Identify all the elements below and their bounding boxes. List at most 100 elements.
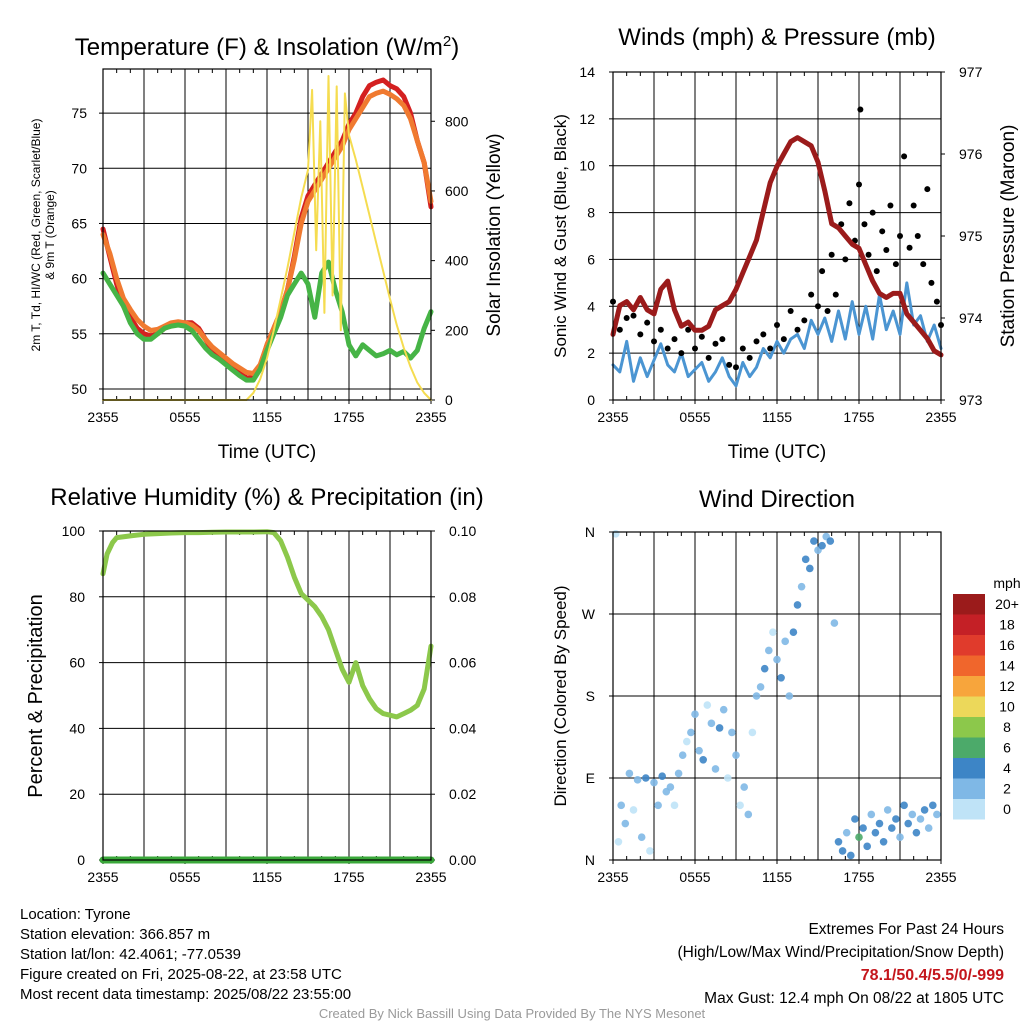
colorbar: mph 20+ 18 16 14 12 10 8 6 4 2 0 bbox=[953, 575, 1021, 820]
series-td bbox=[100, 259, 434, 383]
direction-point bbox=[752, 692, 761, 700]
y-tick-label: 14 bbox=[579, 64, 595, 80]
colorbar-swatch bbox=[953, 737, 985, 758]
direction-point bbox=[781, 637, 789, 646]
y-tick-label: 70 bbox=[71, 160, 87, 176]
gust-point bbox=[753, 338, 760, 345]
chart-1: 2355 0555 1155 1755 2355 Temperature (F) & In… bbox=[29, 33, 505, 463]
x-tick-label: 0555 bbox=[679, 869, 710, 885]
direction-point bbox=[863, 842, 871, 851]
colorbar-swatch bbox=[953, 614, 985, 635]
colorbar-label: 0 bbox=[1003, 801, 1011, 817]
y2-tick-label: 0.04 bbox=[449, 720, 476, 736]
y-tick-label: 50 bbox=[71, 381, 87, 397]
y-tick-label: 75 bbox=[71, 105, 87, 121]
colorbar-label: 16 bbox=[999, 637, 1015, 653]
direction-point bbox=[900, 801, 908, 810]
y2-tick-label: 0.10 bbox=[449, 523, 476, 539]
y-tick-label: 2 bbox=[587, 345, 595, 361]
series-solar-insolation bbox=[102, 75, 432, 401]
direction-point bbox=[756, 683, 765, 691]
y2-tick-label: 600 bbox=[445, 183, 469, 199]
chart-title: Temperature (F) & Insolation (W/m2) bbox=[75, 33, 459, 61]
colorbar-swatch bbox=[953, 594, 985, 615]
y2-tick-label: 0.06 bbox=[449, 655, 476, 671]
gust-point bbox=[685, 326, 692, 333]
grid bbox=[103, 530, 431, 861]
y2-tick-label: 0.08 bbox=[449, 589, 476, 605]
y-tick-label: W bbox=[582, 606, 596, 622]
direction-point bbox=[683, 737, 691, 746]
direction-point bbox=[691, 710, 699, 719]
colorbar-label: 2 bbox=[1003, 781, 1011, 797]
direction-point bbox=[777, 673, 785, 682]
gust-point bbox=[846, 200, 853, 207]
gust-point bbox=[873, 268, 880, 275]
x-axis-label: Time (UTC) bbox=[728, 442, 827, 463]
plot-frame bbox=[102, 530, 432, 861]
chart-3: 2355 0555 1155 1755 2355 Relative Humidity (%… bbox=[25, 484, 484, 885]
latest-text: Most recent data timestamp: 2025/08/22 2… bbox=[20, 986, 352, 1003]
gust-point bbox=[832, 291, 839, 298]
gust-point bbox=[897, 233, 903, 239]
y2-tick-label: 974 bbox=[959, 310, 983, 326]
direction-point bbox=[896, 833, 904, 842]
direction-point bbox=[912, 828, 921, 837]
credit-text: Created By Nick Bassill Using Data Provi… bbox=[318, 1006, 706, 1021]
y-axis-label: Sonic Wind & Gust (Blue, Black) bbox=[551, 114, 570, 358]
gust-point bbox=[869, 209, 876, 216]
gust-point bbox=[815, 303, 821, 310]
gust-point bbox=[879, 228, 886, 235]
direction-point bbox=[670, 801, 679, 810]
colorbar-label: 20+ bbox=[995, 596, 1019, 612]
colorbar-label: 14 bbox=[999, 658, 1015, 674]
gust-point bbox=[616, 326, 623, 333]
direction-point bbox=[916, 815, 925, 823]
direction-point bbox=[933, 810, 941, 819]
y-tick-label: N bbox=[585, 852, 595, 868]
direction-point bbox=[633, 776, 642, 784]
y2-tick-label: 0.02 bbox=[449, 786, 476, 802]
created-text: Figure created on Fri, 2025-08-22, at 23… bbox=[20, 966, 342, 983]
direction-point bbox=[883, 806, 892, 814]
direction-point bbox=[629, 806, 638, 814]
y-tick-label: S bbox=[586, 688, 595, 704]
direction-point bbox=[801, 555, 810, 564]
y2-tick-label: 400 bbox=[445, 253, 469, 269]
direction-point bbox=[744, 810, 753, 819]
series-sonic-wind bbox=[611, 281, 943, 388]
gust-point bbox=[819, 268, 826, 275]
gust-point bbox=[739, 345, 746, 352]
direction-point bbox=[760, 664, 769, 673]
x-axis-label: Time (UTC) bbox=[218, 442, 317, 463]
colorbar-swatch bbox=[953, 758, 985, 779]
direction-point bbox=[875, 819, 884, 828]
direction-point bbox=[769, 628, 777, 637]
y-tick-label: E bbox=[586, 770, 595, 786]
y2-tick-label: 976 bbox=[959, 146, 983, 162]
direction-point bbox=[614, 837, 623, 846]
gust-point bbox=[746, 354, 753, 361]
x-tick-label: 2355 bbox=[415, 409, 446, 425]
direction-point bbox=[699, 755, 707, 764]
title-superscript: 2 bbox=[443, 33, 451, 50]
direction-point bbox=[732, 751, 740, 760]
x-tick-label: 1155 bbox=[762, 409, 792, 425]
gust-point bbox=[914, 233, 921, 239]
colorbar-label: 10 bbox=[999, 699, 1015, 715]
gust-point bbox=[883, 247, 890, 254]
y-tick-label: 6 bbox=[587, 251, 595, 267]
title-text: ) bbox=[451, 34, 459, 61]
direction-point bbox=[617, 801, 625, 810]
direction-point bbox=[654, 801, 662, 810]
x-tick-label: 2355 bbox=[925, 409, 956, 425]
gust-point bbox=[794, 326, 801, 333]
direction-point bbox=[658, 772, 666, 780]
y-axis-label: 2m T, Td, HI/WC (Red, Green, Scarlet/Blu… bbox=[29, 119, 57, 352]
direction-point bbox=[785, 692, 794, 700]
plot-frame bbox=[612, 71, 942, 401]
direction-point bbox=[637, 833, 646, 842]
direction-point bbox=[892, 815, 900, 823]
y-tick-label: 40 bbox=[69, 720, 85, 736]
